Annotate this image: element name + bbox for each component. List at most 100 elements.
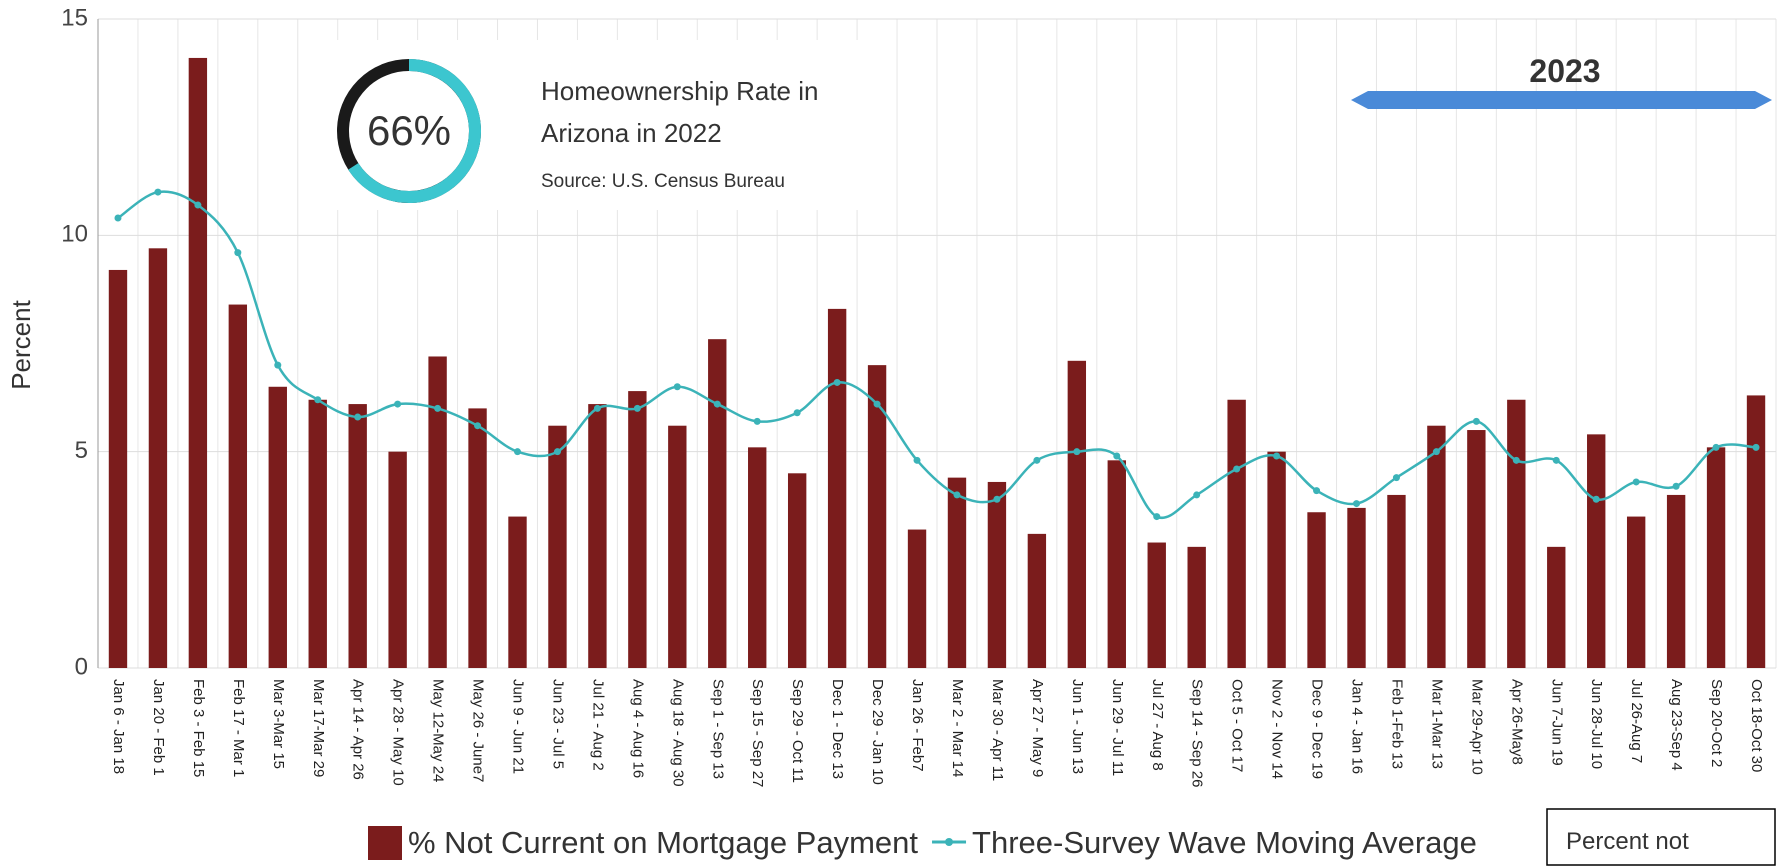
bar [907, 529, 927, 668]
bar [1666, 494, 1686, 668]
x-tick-label: Feb 3 - Feb 15 [190, 679, 207, 777]
y-axis-label: Percent [6, 299, 36, 389]
y-tick-label: 15 [61, 4, 88, 31]
y-tick-label: 10 [61, 221, 88, 248]
x-tick-label: Mar 2 - Mar 14 [949, 679, 966, 777]
line-point [114, 214, 122, 222]
bar [1187, 546, 1206, 668]
x-tick-label: Jul 27 - Aug 8 [1149, 679, 1166, 771]
line-point [1632, 478, 1640, 486]
bar [1746, 395, 1766, 668]
bar [228, 304, 248, 668]
x-tick-label: Oct 18-Oct 30 [1748, 679, 1765, 772]
x-tick-label: Sep 14 - Sep 26 [1189, 679, 1206, 787]
line-point [673, 383, 681, 391]
x-tick-label: Mar 1-Mar 13 [1428, 679, 1445, 769]
x-tick-label: May 12-May 24 [430, 679, 447, 782]
bar [1587, 434, 1606, 668]
x-tick-label: Feb 1-Feb 13 [1388, 679, 1405, 769]
banner-arrow [1351, 91, 1772, 109]
line-point [713, 400, 721, 408]
line-point [274, 361, 282, 369]
bar [947, 477, 967, 668]
note-text: Percent not [1566, 828, 1689, 855]
line-point [993, 495, 1001, 503]
bar [1427, 425, 1446, 668]
bar [628, 391, 647, 668]
line-point [514, 448, 521, 456]
bar [1227, 399, 1246, 668]
line-point [314, 396, 322, 404]
line-point [873, 400, 881, 408]
bar [867, 365, 887, 668]
x-tick-label: May 26 - June7 [470, 679, 487, 782]
line-point [793, 409, 801, 417]
y-tick-label: 5 [75, 437, 88, 464]
line-point [1432, 448, 1440, 456]
x-tick-label: Jul 26-Aug 7 [1628, 679, 1645, 763]
line-point [1392, 474, 1400, 482]
legend-label: Three-Survey Wave Moving Average [972, 825, 1477, 860]
x-tick-label: Aug 4 - Aug 16 [629, 679, 646, 778]
x-tick-label: Mar 30 - Apr 11 [989, 679, 1006, 781]
bar [1107, 460, 1126, 668]
line-point [553, 448, 561, 456]
x-tick-label: Jun 23 - Jul 5 [549, 679, 566, 769]
line-point [1752, 443, 1760, 451]
bar [787, 473, 807, 668]
line-point [1712, 443, 1720, 451]
x-tick-label: Oct 5 - Oct 17 [1229, 679, 1246, 772]
x-tick-label: Mar 29-Apr 10 [1468, 679, 1485, 775]
bar [1067, 360, 1087, 668]
bar [1147, 542, 1166, 668]
x-tick-label: Dec 1 - Dec 13 [829, 679, 846, 779]
bar [1267, 451, 1286, 668]
info-source: Source: U.S. Census Bureau [541, 171, 785, 192]
note-box [1546, 808, 1776, 866]
line-point [1313, 487, 1321, 495]
bar [108, 269, 128, 668]
line-point [833, 378, 841, 386]
x-tick-label: Apr 27 - May 9 [1029, 679, 1046, 777]
line-point [434, 404, 442, 412]
legend-label: % Not Current on Mortgage Payment [408, 825, 918, 860]
bar [508, 516, 527, 668]
bar [1626, 516, 1646, 668]
bar [668, 425, 687, 668]
bar [468, 408, 487, 668]
bar [1307, 512, 1326, 668]
bar [1387, 494, 1406, 668]
bar [1706, 447, 1726, 668]
x-tick-label: Mar 3-Mar 15 [270, 679, 287, 769]
donut-arc [348, 59, 481, 203]
bar [708, 339, 727, 668]
line-point [1113, 452, 1121, 460]
x-tick-label: Jun 9 - Jun 21 [510, 679, 527, 774]
line-point [1073, 448, 1081, 456]
bar [1347, 507, 1366, 668]
x-tick-label: Apr 26-May8 [1508, 679, 1525, 765]
info-title: Homeownership Rate in [541, 76, 818, 106]
x-tick-label: Jan 26 - Feb7 [909, 679, 926, 772]
x-tick-label: Sep 15 - Sep 27 [749, 679, 766, 787]
bar [1027, 533, 1047, 668]
line-point [1033, 456, 1041, 464]
x-tick-label: Jan 6 - Jan 18 [110, 679, 127, 774]
y-tick-label: 0 [75, 653, 88, 680]
line-point [753, 417, 761, 425]
banner-label: 2023 [1529, 53, 1600, 89]
legend-dot [945, 838, 954, 846]
bar [548, 425, 567, 668]
bar [348, 404, 367, 668]
line-point [1472, 417, 1480, 425]
line-point [633, 404, 641, 412]
bar [748, 447, 767, 668]
line-point [234, 249, 242, 257]
x-tick-label: Dec 29 - Jan 10 [869, 679, 886, 785]
line-point [474, 422, 482, 430]
line-point [1273, 452, 1281, 460]
x-tick-label: Apr 14 - Apr 26 [350, 679, 367, 780]
bar [588, 404, 607, 668]
bar [388, 451, 407, 668]
